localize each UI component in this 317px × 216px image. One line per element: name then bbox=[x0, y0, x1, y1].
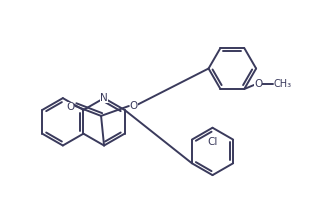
Text: CH₃: CH₃ bbox=[274, 79, 292, 89]
Text: O: O bbox=[254, 79, 262, 89]
Text: O: O bbox=[66, 102, 74, 112]
Text: N: N bbox=[100, 93, 108, 103]
Text: Cl: Cl bbox=[207, 137, 218, 147]
Text: O: O bbox=[130, 101, 138, 111]
